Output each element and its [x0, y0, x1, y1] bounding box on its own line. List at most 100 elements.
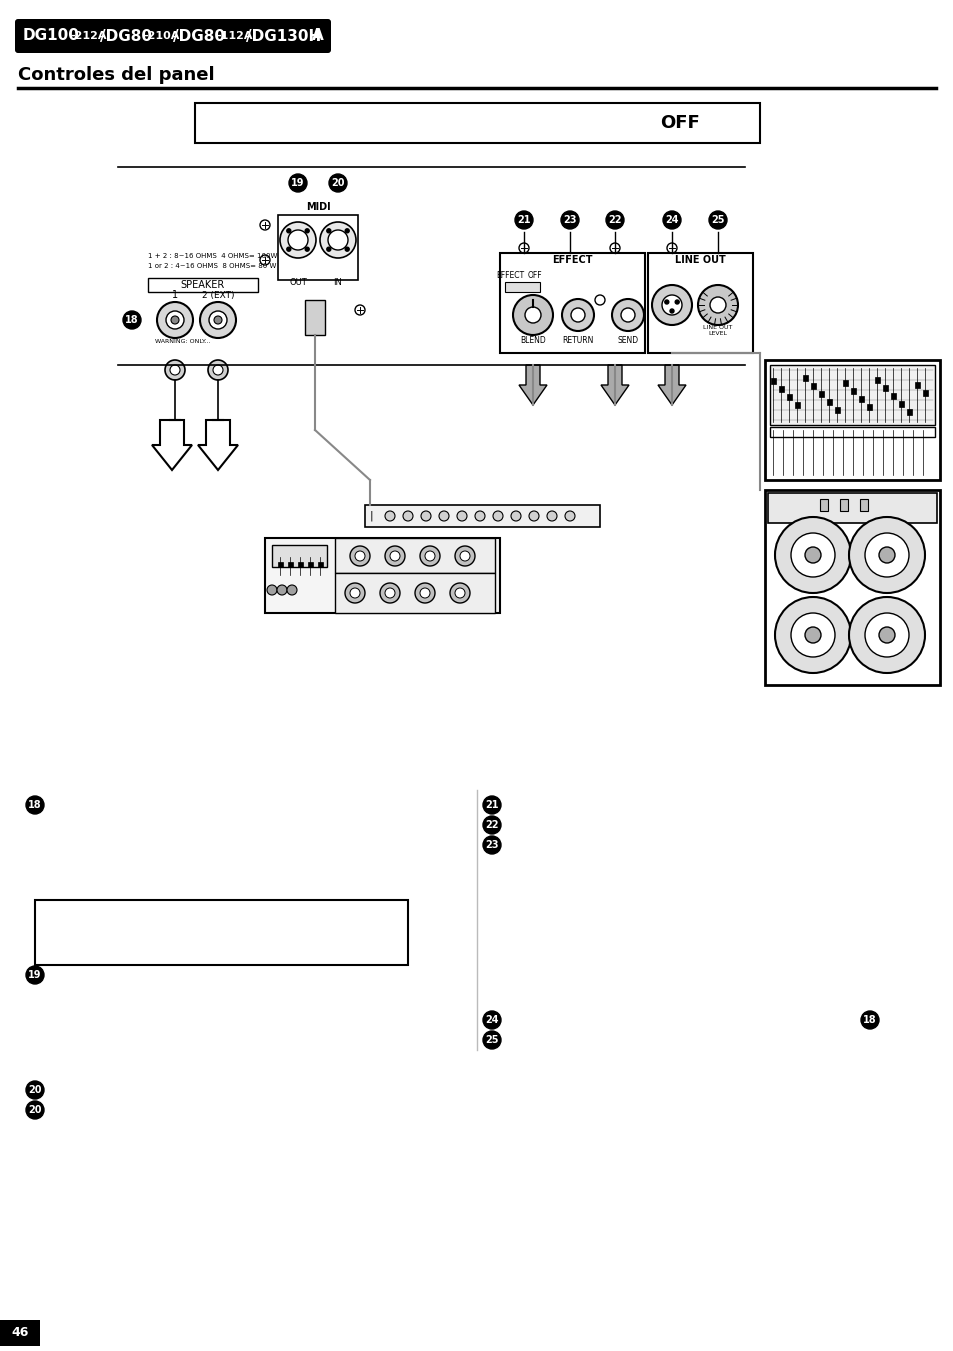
Circle shape	[420, 511, 431, 521]
Bar	[859, 499, 867, 511]
Circle shape	[708, 211, 726, 230]
Circle shape	[305, 228, 309, 232]
Text: /DG130H: /DG130H	[246, 28, 321, 43]
Bar	[802, 376, 807, 381]
Bar	[272, 544, 327, 567]
Circle shape	[560, 211, 578, 230]
Circle shape	[280, 222, 315, 258]
Circle shape	[698, 285, 738, 326]
Circle shape	[329, 174, 347, 192]
Circle shape	[595, 295, 604, 305]
Circle shape	[157, 303, 193, 338]
Bar	[0, 1320, 40, 1346]
Text: 1 or 2 : 4~16 OHMS  8 OHMS= 80 W: 1 or 2 : 4~16 OHMS 8 OHMS= 80 W	[148, 263, 276, 269]
Polygon shape	[658, 365, 685, 405]
Text: Controles del panel: Controles del panel	[18, 66, 214, 84]
Text: 21: 21	[517, 215, 530, 226]
Bar	[148, 278, 257, 292]
Circle shape	[518, 243, 529, 253]
Bar	[305, 300, 325, 335]
Bar	[317, 562, 323, 567]
Circle shape	[328, 230, 348, 250]
Text: 18: 18	[125, 315, 139, 326]
Circle shape	[415, 584, 435, 603]
Circle shape	[774, 597, 850, 673]
Bar	[769, 365, 934, 426]
Circle shape	[861, 1011, 878, 1029]
Circle shape	[200, 303, 235, 338]
Text: DG100: DG100	[23, 28, 80, 43]
Polygon shape	[600, 365, 628, 405]
Bar	[504, 282, 539, 292]
Circle shape	[287, 585, 296, 594]
Text: 21: 21	[485, 800, 498, 811]
Circle shape	[345, 247, 349, 251]
Circle shape	[319, 222, 355, 258]
Bar	[834, 407, 840, 413]
Bar	[923, 390, 927, 396]
Circle shape	[287, 228, 291, 232]
FancyBboxPatch shape	[15, 19, 331, 53]
Text: WARNING: ONLY...: WARNING: ONLY...	[154, 339, 211, 345]
Circle shape	[848, 597, 924, 673]
Bar	[810, 382, 815, 389]
Bar	[288, 562, 293, 567]
Circle shape	[213, 316, 222, 324]
Circle shape	[385, 511, 395, 521]
Text: 19: 19	[29, 970, 42, 979]
Circle shape	[878, 627, 894, 643]
Circle shape	[675, 300, 679, 304]
Bar	[770, 378, 775, 384]
Text: 1 + 2 : 8~16 OHMS  4 OHMS= 100W: 1 + 2 : 8~16 OHMS 4 OHMS= 100W	[148, 253, 277, 259]
Circle shape	[267, 585, 276, 594]
Text: EFFECT: EFFECT	[496, 272, 523, 280]
Circle shape	[482, 836, 500, 854]
Circle shape	[379, 584, 399, 603]
Circle shape	[482, 1011, 500, 1029]
Circle shape	[438, 511, 449, 521]
Circle shape	[482, 1031, 500, 1048]
Bar	[898, 401, 903, 407]
Circle shape	[612, 299, 643, 331]
Circle shape	[709, 297, 725, 313]
Circle shape	[385, 588, 395, 598]
Bar	[874, 377, 879, 382]
Polygon shape	[198, 420, 237, 470]
Bar	[194, 103, 760, 143]
Circle shape	[664, 300, 668, 304]
Text: RETURN: RETURN	[561, 336, 593, 345]
Circle shape	[546, 511, 557, 521]
Text: -212A: -212A	[70, 31, 107, 41]
Circle shape	[455, 588, 464, 598]
Bar	[794, 403, 800, 408]
Text: /DG80: /DG80	[172, 28, 225, 43]
Circle shape	[327, 228, 331, 232]
Circle shape	[171, 316, 179, 324]
Circle shape	[355, 305, 365, 315]
Bar	[840, 499, 847, 511]
Text: 23: 23	[562, 215, 577, 226]
Circle shape	[288, 230, 308, 250]
Bar	[914, 382, 919, 388]
Text: 20: 20	[331, 178, 344, 188]
Bar	[767, 493, 936, 523]
Circle shape	[878, 547, 894, 563]
Text: 2 (EXT): 2 (EXT)	[201, 290, 234, 300]
Bar	[866, 404, 871, 409]
Circle shape	[475, 511, 484, 521]
Text: |: |	[370, 511, 374, 521]
Circle shape	[605, 211, 623, 230]
Circle shape	[848, 517, 924, 593]
Circle shape	[790, 534, 834, 577]
Bar	[826, 399, 831, 405]
Circle shape	[455, 546, 475, 566]
Circle shape	[493, 511, 502, 521]
Polygon shape	[518, 365, 546, 405]
Bar	[308, 562, 313, 567]
Text: OFF: OFF	[527, 272, 541, 280]
Circle shape	[456, 511, 467, 521]
Text: 18: 18	[862, 1015, 876, 1025]
Bar	[277, 215, 357, 280]
Bar	[842, 380, 847, 386]
Circle shape	[515, 211, 533, 230]
